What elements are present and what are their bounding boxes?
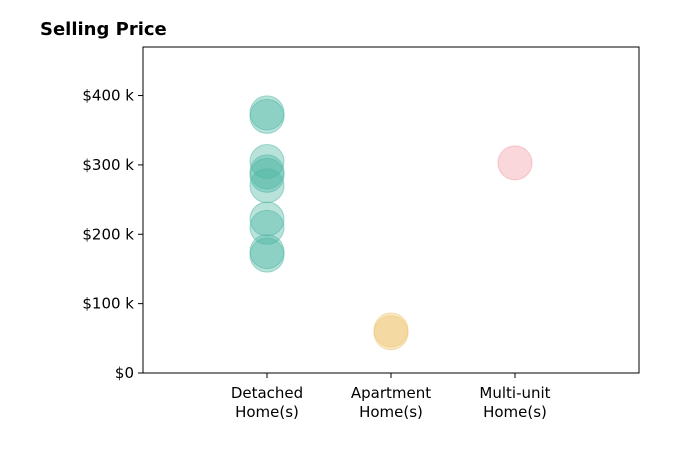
data-point xyxy=(249,209,285,245)
x-tick-label: Multi-unit Home(s) xyxy=(479,384,550,421)
y-tick-label: $300 k xyxy=(82,156,134,174)
data-point xyxy=(373,315,409,351)
data-point xyxy=(249,157,285,193)
x-tick-label: Detached Home(s) xyxy=(231,384,303,421)
x-tick-label: Apartment Home(s) xyxy=(351,384,431,421)
data-point xyxy=(497,145,533,181)
data-point xyxy=(249,201,285,237)
points-layer xyxy=(249,95,533,351)
data-point xyxy=(249,168,285,204)
data-point xyxy=(249,98,285,134)
y-tick-label: $100 k xyxy=(82,295,134,313)
x-axis: Detached Home(s) Apartment Home(s) Multi-uni… xyxy=(231,373,551,421)
data-point xyxy=(249,237,285,273)
y-tick-label: $200 k xyxy=(82,225,134,243)
chart-title: Selling Price xyxy=(40,19,167,40)
y-tick-label: $0 xyxy=(115,364,134,382)
data-point xyxy=(249,143,285,179)
y-tick-label: $400 k xyxy=(82,87,134,105)
y-axis: $0 $100 k $200 k $300 k $400 k xyxy=(82,87,143,382)
